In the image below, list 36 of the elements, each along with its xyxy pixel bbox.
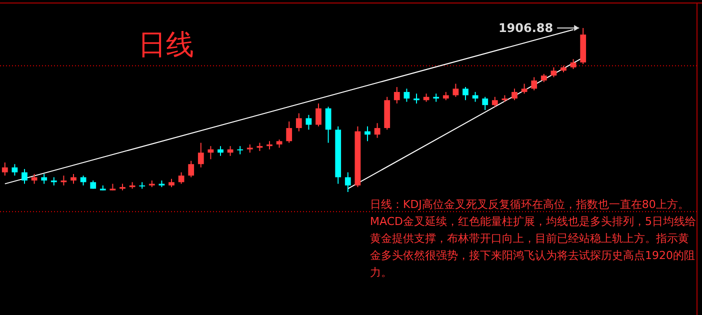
candlestick (41, 173, 48, 184)
candlestick (472, 91, 478, 102)
candlestick (306, 114, 312, 130)
chart-title: 日线 (138, 27, 194, 63)
candlestick (512, 88, 518, 101)
candlestick (237, 146, 244, 155)
candlestick (521, 83, 528, 94)
candlestick (70, 173, 76, 184)
candlestick (31, 173, 38, 184)
candlestick (482, 96, 488, 110)
candlestick (325, 106, 332, 144)
candlestick (364, 126, 370, 142)
candlestick (344, 172, 351, 192)
candlestick (531, 76, 538, 91)
candlestick (80, 175, 86, 186)
text: 日线：KDJ高位金叉死叉反复循环在高位，指数也一直在80上方。MACD金叉延续，红色能量柱扩展，均线也是多头排列，5日均线给黄金提供支撑，布林带开口向上，目前已经站稳上轨上方。指示黄金多头依然很强势，接下来阳鸿飞认为将去试探历史高点1920的阻力。 (370, 197, 697, 281)
candlestick (374, 122, 380, 138)
candlestick (2, 162, 8, 176)
candlestick (12, 164, 18, 176)
candlestick (462, 86, 468, 101)
candlestick (178, 172, 184, 184)
candlestick (218, 146, 224, 156)
candlestick (188, 160, 194, 178)
candlestick (316, 102, 322, 127)
candlestick (198, 142, 204, 168)
candlestick (394, 86, 400, 104)
candlestick (286, 120, 292, 144)
candlestick (404, 88, 410, 102)
candlestick (550, 66, 557, 78)
candlestick (22, 168, 28, 184)
candlestick (570, 58, 576, 70)
candlestick (414, 93, 420, 104)
candlestick (452, 83, 459, 98)
annotation: 1906.88 (498, 21, 554, 35)
candlestick (492, 96, 498, 108)
candlestick (296, 112, 302, 132)
